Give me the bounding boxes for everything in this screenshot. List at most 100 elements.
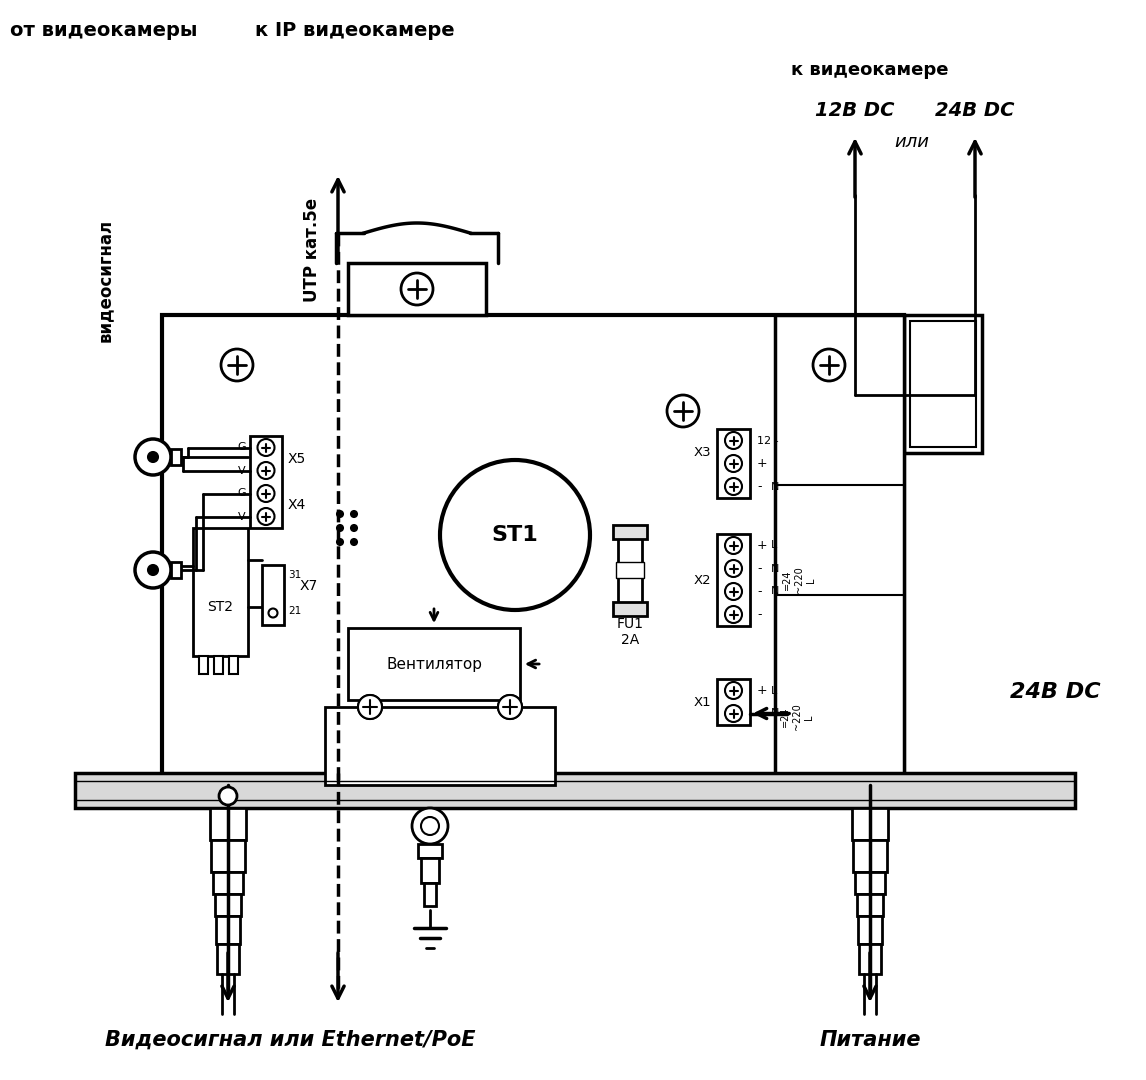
Circle shape [351, 511, 358, 517]
Text: 12В DC: 12В DC [815, 100, 895, 120]
Circle shape [337, 511, 343, 517]
Bar [325, 707, 555, 785]
Text: L: L [804, 714, 814, 719]
Circle shape [725, 432, 741, 449]
Bar [717, 679, 749, 725]
Bar [904, 315, 982, 453]
Text: =24: =24 [782, 570, 792, 591]
Bar [775, 315, 904, 785]
Text: Питание: Питание [819, 1030, 920, 1050]
Circle shape [337, 525, 343, 531]
Circle shape [351, 539, 358, 545]
Circle shape [258, 438, 275, 456]
Bar [214, 656, 223, 674]
Circle shape [148, 453, 158, 462]
Bar [853, 840, 887, 872]
Text: N: N [771, 586, 779, 596]
Text: L: L [806, 577, 816, 583]
Circle shape [219, 787, 237, 805]
Text: =24: =24 [780, 706, 790, 727]
Bar [613, 602, 647, 616]
Text: Вентилятор: Вентилятор [386, 657, 482, 672]
Circle shape [401, 273, 433, 305]
Circle shape [725, 606, 741, 623]
Text: X4: X4 [288, 498, 306, 512]
Circle shape [725, 583, 741, 600]
Bar [855, 872, 885, 894]
Circle shape [725, 478, 741, 495]
Text: -: - [758, 585, 761, 598]
Text: 24В DC: 24В DC [935, 100, 1014, 120]
Text: или: или [895, 133, 929, 151]
Circle shape [440, 460, 590, 610]
Bar [857, 894, 884, 916]
Bar [851, 808, 888, 840]
Text: 24В DC: 24В DC [1010, 681, 1100, 702]
Circle shape [358, 696, 382, 719]
Text: -: - [758, 608, 761, 621]
Circle shape [813, 349, 845, 381]
Circle shape [268, 608, 277, 618]
Text: V: V [238, 512, 246, 522]
Text: -: - [758, 480, 761, 492]
Text: 21: 21 [288, 606, 301, 616]
Bar [210, 808, 246, 840]
Bar [618, 532, 642, 607]
Bar [421, 858, 439, 883]
Text: -: - [758, 562, 761, 575]
Text: FU1: FU1 [617, 617, 644, 631]
Text: X7: X7 [300, 579, 319, 593]
Circle shape [337, 539, 343, 545]
Text: +: + [758, 539, 768, 552]
Circle shape [135, 552, 171, 588]
Bar [858, 916, 882, 944]
Bar [424, 883, 435, 906]
Text: +: + [758, 457, 768, 470]
Bar [162, 315, 904, 785]
Bar [171, 449, 181, 465]
Circle shape [358, 696, 382, 719]
Text: +: + [758, 684, 768, 697]
Circle shape [148, 565, 158, 575]
Text: G: G [237, 443, 246, 453]
Bar [717, 534, 749, 626]
Text: -: - [758, 707, 761, 720]
Text: X5: X5 [288, 453, 306, 465]
Text: Видеосигнал или Ethernet/PoE: Видеосигнал или Ethernet/PoE [104, 1030, 476, 1050]
Bar [262, 565, 284, 625]
Text: X3: X3 [693, 445, 711, 459]
Bar [613, 525, 647, 539]
Bar [348, 264, 486, 315]
Bar [193, 528, 248, 656]
Text: G: G [237, 488, 246, 499]
Text: X2: X2 [693, 573, 711, 586]
Circle shape [499, 696, 521, 719]
Bar [211, 840, 245, 872]
Text: L: L [771, 686, 777, 696]
Bar [617, 562, 644, 578]
Bar [171, 562, 181, 578]
Text: от видеокамеры: от видеокамеры [10, 21, 197, 40]
Bar [910, 321, 976, 447]
Text: ~220: ~220 [792, 704, 802, 730]
Text: V: V [238, 465, 246, 475]
Circle shape [725, 455, 741, 472]
Bar [199, 656, 209, 674]
Text: ST1: ST1 [492, 525, 539, 545]
Circle shape [258, 462, 275, 480]
Text: 31: 31 [288, 570, 301, 580]
Text: ST2: ST2 [207, 600, 234, 615]
Bar [229, 656, 238, 674]
Circle shape [351, 525, 358, 531]
Text: 2A: 2A [621, 633, 639, 647]
Text: N: N [771, 708, 779, 718]
Bar [860, 944, 881, 974]
Circle shape [725, 561, 741, 577]
Bar [717, 429, 749, 498]
Circle shape [667, 395, 699, 427]
Bar [215, 894, 241, 916]
Text: X1: X1 [693, 696, 711, 708]
Circle shape [725, 681, 741, 699]
Circle shape [258, 485, 275, 502]
Circle shape [725, 705, 741, 723]
